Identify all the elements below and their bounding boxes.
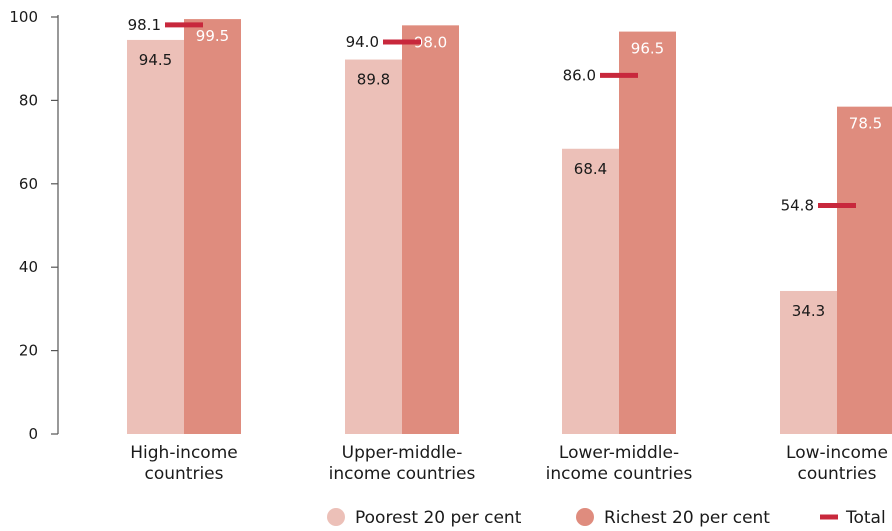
category-label: Low-income: [786, 443, 888, 463]
bar-poorest: [780, 290, 837, 434]
legend: Poorest 20 per cent Richest 20 per cent To…: [327, 508, 886, 528]
legend-swatch-poorest: [327, 508, 345, 526]
value-label-total: 94.0: [346, 33, 379, 51]
value-label-richest: 96.5: [631, 40, 664, 58]
bar-poorest: [345, 59, 402, 435]
bar-richest: [184, 19, 241, 435]
bar-poorest: [562, 148, 619, 434]
value-labels: 94.5 99.5 89.8 98.0 68.4 96.5 34.3 78.5: [139, 27, 882, 320]
y-tick-label: 80: [19, 91, 38, 109]
category-label: income countries: [546, 464, 693, 484]
value-label-richest: 99.5: [196, 27, 229, 45]
bars: [127, 19, 892, 435]
value-label-total: 54.8: [781, 196, 814, 214]
y-tick-label: 0: [28, 425, 38, 443]
legend-label-total: Total: [845, 508, 886, 528]
value-label-poorest: 68.4: [574, 160, 607, 178]
x-axis-labels: High-incomecountriesUpper-middle-income …: [130, 443, 888, 484]
value-label-total: 98.1: [128, 16, 161, 34]
legend-label-richest: Richest 20 per cent: [604, 508, 770, 528]
category-label: Lower-middle-: [559, 443, 679, 463]
value-label-poorest: 89.8: [357, 71, 390, 89]
y-tick-label: 20: [19, 342, 38, 360]
bar-richest: [837, 106, 892, 434]
y-axis: 0 20 40 60 80 100: [9, 8, 59, 443]
legend-label-poorest: Poorest 20 per cent: [355, 508, 522, 528]
category-label: income countries: [329, 464, 476, 484]
y-tick-label: 40: [19, 258, 38, 276]
category-label: countries: [145, 464, 224, 484]
y-tick-label: 100: [9, 8, 38, 26]
total-markers: 98.1 94.0 86.0 54.8: [128, 16, 856, 214]
category-label: High-income: [130, 443, 237, 463]
bar-richest: [619, 31, 676, 434]
value-label-total: 86.0: [563, 66, 596, 84]
category-label: Upper-middle-: [342, 443, 463, 463]
value-label-poorest: 94.5: [139, 51, 172, 69]
legend-swatch-richest: [576, 508, 594, 526]
bar-poorest: [127, 39, 184, 435]
value-label-richest: 98.0: [414, 33, 447, 51]
bar-richest: [402, 25, 459, 435]
value-label-richest: 78.5: [849, 115, 882, 133]
value-label-poorest: 34.3: [792, 302, 825, 320]
y-tick-label: 60: [19, 175, 38, 193]
category-label: countries: [798, 464, 877, 484]
